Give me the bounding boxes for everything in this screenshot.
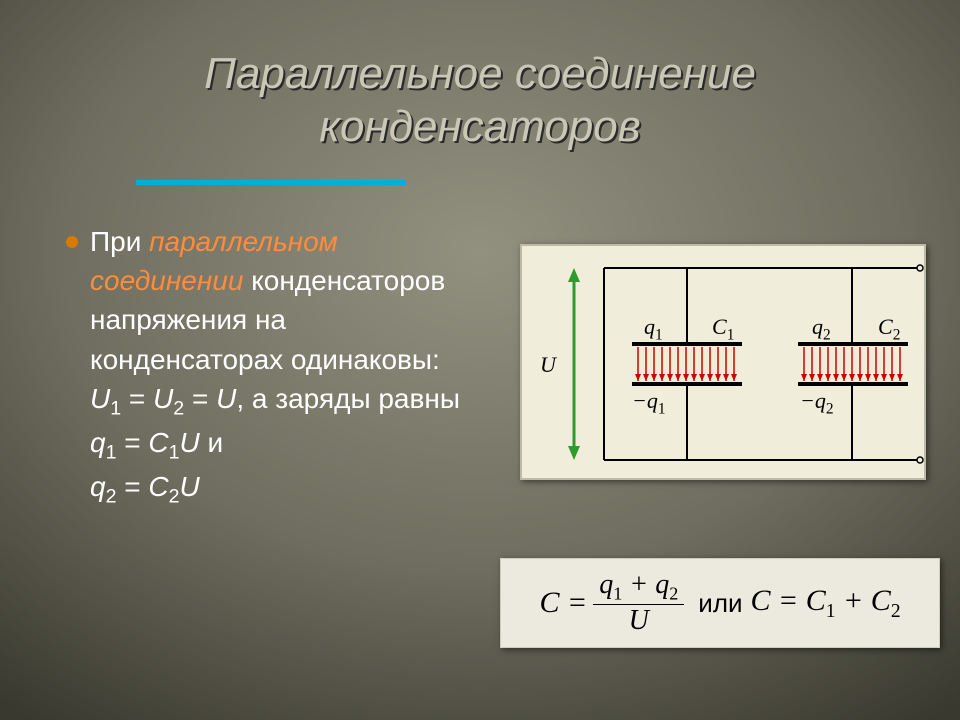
circuit-diagram: U q1 C1 −q1 q2 C2 −q2 [520, 244, 926, 480]
diagram-q1-bot: −q1 [632, 388, 666, 418]
body-paragraph: При параллельном соединении конденсаторо… [90, 222, 470, 511]
diagram-q1-top: q1 [644, 314, 663, 344]
diagram-q2-bot: −q2 [800, 388, 834, 418]
bullet-icon [66, 236, 78, 248]
diagram-q2-top: q2 [812, 314, 831, 344]
title-underline [136, 180, 406, 185]
slide-title: Параллельное соединение конденсаторов Па… [0, 48, 960, 154]
diagram-c1: C1 [712, 314, 734, 344]
diagram-u-label: U [540, 352, 556, 378]
formula-block: C = q1 + q2 U или C = C1 + C2 [500, 558, 940, 648]
diagram-c2: C2 [878, 314, 900, 344]
